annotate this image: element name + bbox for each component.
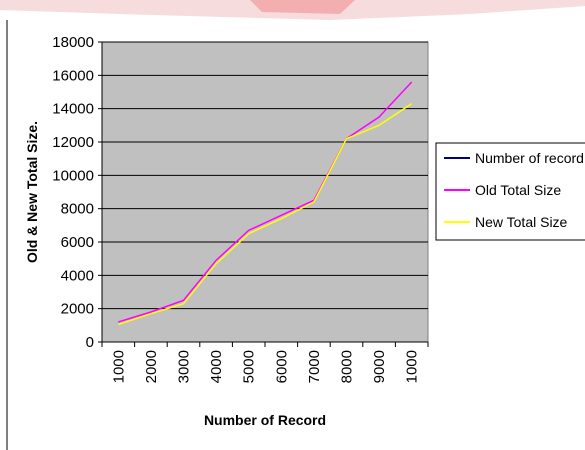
x-tick-label: 1000 bbox=[110, 350, 127, 383]
y-tick-label: 10000 bbox=[52, 167, 94, 184]
x-tick-label: 8000 bbox=[339, 350, 356, 383]
legend-label-number-of-record: Number of record bbox=[475, 150, 584, 166]
y-tick-label: 8000 bbox=[61, 201, 94, 218]
series-line-new-total-size bbox=[118, 103, 413, 326]
x-tick-label: 1000 bbox=[404, 350, 421, 383]
x-tick-label: 9000 bbox=[371, 350, 388, 383]
y-tick-label: 16000 bbox=[52, 67, 94, 84]
legend-label-new-total-size: New Total Size bbox=[475, 214, 568, 230]
legend: Number of record Old Total Size New Tota… bbox=[435, 142, 585, 241]
y-tick-label: 12000 bbox=[52, 134, 94, 151]
gridlines bbox=[102, 41, 428, 310]
legend-label-old-total-size: Old Total Size bbox=[475, 182, 561, 198]
x-tick-label: 3000 bbox=[176, 350, 193, 383]
series-line-old-total-size bbox=[118, 81, 413, 323]
series-lines bbox=[118, 81, 413, 326]
y-tick-label: 4000 bbox=[61, 267, 94, 284]
plot-area bbox=[101, 41, 429, 343]
watermark-banner bbox=[0, 0, 585, 20]
y-axis-title: Old & New Total Size. bbox=[24, 121, 40, 263]
y-tick-label: 18000 bbox=[52, 34, 94, 51]
x-tick-label: 6000 bbox=[273, 350, 290, 383]
y-axis-ticks: 0 2000 4000 6000 8000 10000 12000 14000 16000 180… bbox=[52, 34, 102, 351]
x-axis-ticks: 1000 2000 3000 4000 5000 6000 7000 8000 9000 1000 bbox=[101, 342, 429, 383]
x-tick-label: 2000 bbox=[143, 350, 160, 383]
x-tick-label: 5000 bbox=[241, 350, 258, 383]
y-tick-label: 14000 bbox=[52, 101, 94, 118]
y-tick-label: 6000 bbox=[61, 234, 94, 251]
legend-box bbox=[435, 142, 585, 241]
y-tick-label: 2000 bbox=[61, 301, 94, 318]
x-tick-label: 4000 bbox=[208, 350, 225, 383]
y-tick-label: 0 bbox=[86, 334, 94, 351]
x-axis-title: Number of Record bbox=[204, 412, 326, 428]
x-tick-label: 7000 bbox=[306, 350, 323, 383]
